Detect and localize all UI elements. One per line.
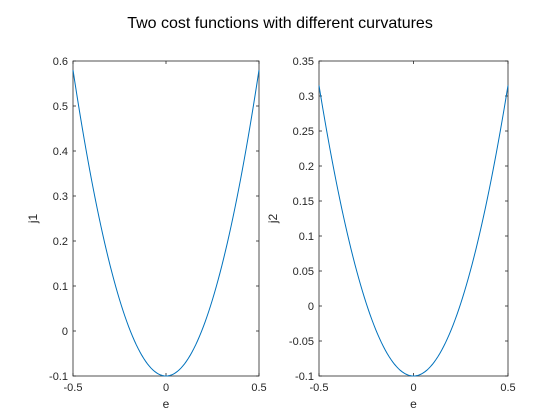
x-tick-label: 0.5	[500, 382, 515, 394]
subplots: -0.5 0 0.5 -0.1 0 0.1 0.2 0.3 0.4 0.5 0.6 e j1 -0.5 0 0…	[26, 56, 516, 411]
x-tick-label: -0.5	[310, 382, 329, 394]
y-tick-label: 0.35	[293, 56, 314, 68]
y-tick-label: 0	[62, 326, 68, 338]
y-tick-label: 0.4	[53, 146, 68, 158]
subplot-1: -0.5 0 0.5 -0.1 0 0.1 0.2 0.3 0.4 0.5 0.6 e j1	[26, 56, 267, 411]
axes-box	[72, 60, 260, 377]
x-tick-label: -0.5	[64, 382, 83, 394]
y-tick-label: 0.5	[53, 101, 68, 113]
figure-title: Two cost functions with different curvat…	[127, 15, 433, 32]
y-tick-label: 0.2	[53, 236, 68, 248]
y-tick-label: -0.1	[295, 371, 314, 383]
x-tick-label: 0	[410, 382, 416, 394]
y-tick-label: 0.3	[299, 91, 314, 103]
y-tick-label: -0.05	[289, 336, 314, 348]
x-axis-label: e	[410, 397, 417, 411]
x-axis-label: e	[163, 397, 170, 411]
axes-box	[318, 60, 509, 377]
y-tick-label: 0.15	[293, 196, 314, 208]
series-line	[72, 69, 260, 377]
y-tick-label: -0.1	[49, 371, 68, 383]
y-axis-label: j2	[266, 214, 280, 225]
y-tick-label: 0.05	[293, 266, 314, 278]
y-tick-label: 0.6	[53, 56, 68, 68]
y-tick-label: 0.1	[53, 281, 68, 293]
y-tick-label: 0.25	[293, 126, 314, 138]
y-tick-label: 0.2	[299, 161, 314, 173]
y-tick-label: 0.3	[53, 191, 68, 203]
y-tick-label: 0.1	[299, 231, 314, 243]
x-tick-label: 0	[163, 382, 169, 394]
y-axis-label: j1	[26, 214, 40, 225]
subplot-2: -0.5 0 0.5 -0.1 -0.05 0 0.05 0.1 0.15 0.2 0.25 0.3 0…	[266, 56, 516, 411]
series-line	[318, 85, 509, 377]
x-tick-label: 0.5	[251, 382, 266, 394]
y-tick-label: 0	[308, 301, 314, 313]
